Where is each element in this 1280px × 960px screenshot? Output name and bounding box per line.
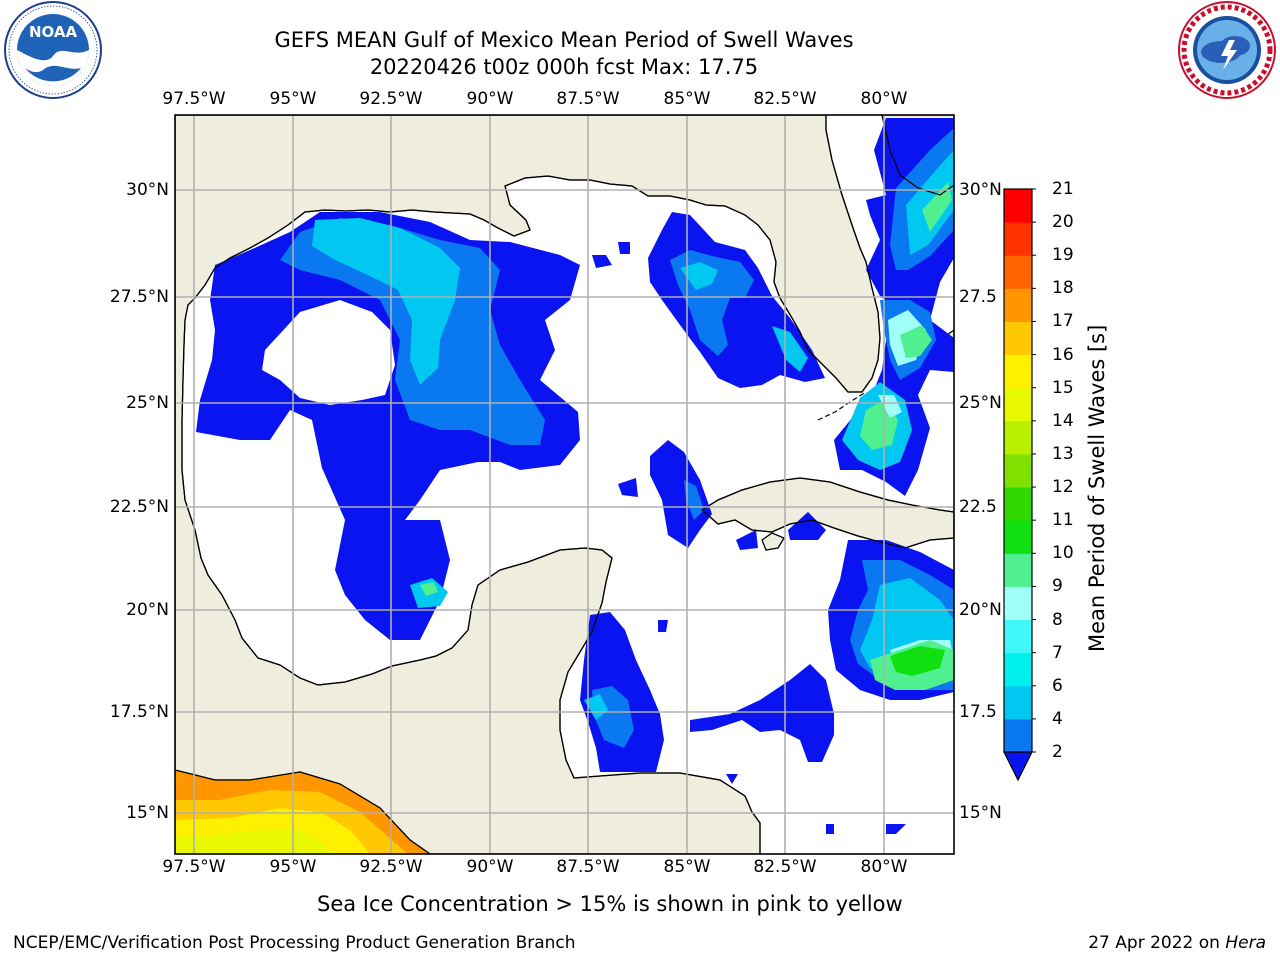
lat-label-left: 20°N [126,600,169,620]
lon-label-bottom: 97.5°W [162,857,226,877]
colorbar-band [1004,354,1032,389]
lat-label-left: 27.5°N [109,287,169,307]
lon-label-top: 92.5°W [359,89,423,109]
lon-label-top: 95°W [269,89,317,109]
colorbar-band [1004,420,1032,455]
footer-host: Hera [1225,933,1266,953]
footer-date: 27 Apr 2022 on Hera [1088,933,1266,953]
chart-subtitle: 20220426 t00z 000h fcst Max: 17.75 [369,55,759,79]
colorbar-band [1004,487,1032,521]
colorbar-tick-label: 4 [1052,708,1063,729]
colorbar-band [1004,718,1032,753]
lat-label-right: 17.5 [959,702,997,722]
lon-label-top: 87.5°W [556,89,620,109]
lon-label-top: 90°W [466,89,514,109]
lat-label-left: 15°N [126,803,169,823]
colorbar-band [1004,189,1032,223]
lon-label-bottom: 87.5°W [556,857,620,877]
colorbar-tick-label: 9 [1052,576,1063,597]
colorbar-tick-label: 11 [1052,510,1074,531]
colorbar-tick-label: 14 [1052,410,1074,431]
isle-of-youth [761,532,785,551]
colorbar-tick-label: 7 [1052,642,1063,663]
colorbar-extend-arrow [1003,751,1033,782]
colorbar-tick-label: 21 [1052,179,1074,199]
colorbar-band [1004,520,1032,554]
coastlines [175,115,954,854]
colorbar-tick-label: 6 [1052,675,1063,696]
colorbar-band [1004,288,1032,322]
colorbar-tick-label: 12 [1052,477,1074,498]
map-frame [174,114,955,855]
lat-label-right: 22.5 [959,497,997,517]
lon-label-top: 85°W [663,89,711,109]
lon-label-top: 80°W [860,89,908,109]
lon-label-bottom: 82.5°W [753,857,817,877]
noaa-logo: NOAA [4,1,102,99]
swell-field [175,118,954,854]
colorbar-tick-label: 20 [1052,212,1074,233]
colorbar-band [1004,222,1032,256]
lat-label-left: 22.5°N [109,497,169,517]
lon-label-bottom: 92.5°W [359,857,423,877]
colorbar-band [1004,586,1032,621]
colorbar-band [1004,453,1032,488]
lat-label-left: 30°N [126,180,169,200]
lon-label-top: 82.5°W [753,89,817,109]
colorbar-band [1004,321,1032,356]
colorbar [1003,188,1036,782]
colorbar-tick-label: 19 [1052,245,1074,266]
colorbar-tick-label: 10 [1052,543,1074,564]
lat-label-right: 15°N [959,803,1002,823]
lon-label-bottom: 90°W [466,857,514,877]
lon-label-bottom: 95°W [269,857,317,877]
lat-label-left: 25°N [126,393,169,413]
lat-label-left: 17.5°N [109,702,169,722]
lat-label-right: 20°N [959,600,1002,620]
colorbar-tick-label: 2 [1052,742,1063,762]
colorbar-band [1004,619,1032,654]
lat-label-right: 30°N [959,180,1002,200]
colorbar-band [1004,652,1032,687]
colorbar-band [1004,685,1032,720]
colorbar-label: Mean Period of Swell Waves [s] [1085,324,1109,652]
chart-title: GEFS MEAN Gulf of Mexico Mean Period of … [274,28,854,52]
lon-label-bottom: 80°W [860,857,908,877]
footer-date-text: 27 Apr 2022 on [1088,933,1226,953]
colorbar-tick-label: 13 [1052,443,1074,464]
lon-label-top: 97.5°W [162,89,226,109]
colorbar-band [1004,255,1032,289]
colorbar-tick-label: 17 [1052,311,1074,332]
colorbar-band [1004,553,1032,587]
sea-ice-note: Sea Ice Concentration > 15% is shown in … [317,892,903,916]
colorbar-tick-label: 8 [1052,609,1063,630]
colorbar-tick-label: 16 [1052,344,1074,365]
colorbar-tick-label: 18 [1052,278,1074,299]
nws-logo [1178,1,1276,99]
gridlines [175,115,954,854]
lon-label-bottom: 85°W [663,857,711,877]
colorbar-tick-label: 15 [1052,377,1074,398]
svg-text:NOAA: NOAA [29,23,78,41]
colorbar-frame [1003,188,1033,753]
colorbar-band [1004,387,1032,422]
lat-label-right: 25°N [959,393,1002,413]
lat-label-right: 27.5 [959,287,997,307]
footer-credit: NCEP/EMC/Verification Post Processing Pr… [13,933,576,953]
